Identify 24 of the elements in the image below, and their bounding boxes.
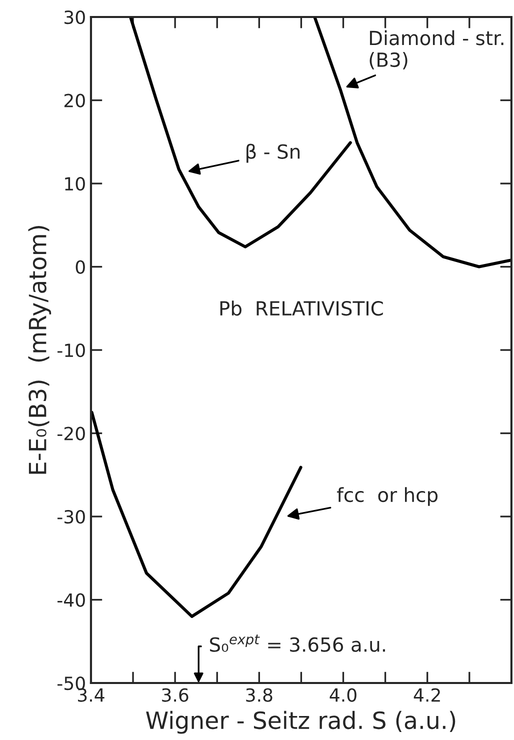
x-axis-title: Wigner - Seitz rad. S (a.u.) — [146, 710, 456, 734]
y-tick-label: -10 — [58, 343, 85, 358]
y-tick-label: 20 — [64, 94, 85, 108]
x-tick-label: 3.8 — [246, 688, 272, 702]
y-tick-label: 10 — [65, 176, 85, 191]
line-series — [313, 17, 512, 268]
annotation: S₀$^{expt}$ = 3.656 a.u. — [210, 634, 385, 652]
line-series — [90, 410, 302, 618]
y-tick-label: -20 — [58, 426, 85, 440]
annotation: fcc or hcp — [337, 487, 438, 506]
annotation: Diamond - str. (B3) — [370, 30, 504, 70]
line-series — [128, 17, 352, 248]
y-tick-label: -50 — [58, 676, 85, 690]
annotation: β - Sn — [246, 144, 300, 163]
x-tick-label: 4.0 — [330, 688, 356, 702]
y-tick-label: 0 — [76, 260, 85, 274]
y-tick-label: -30 — [58, 510, 85, 524]
x-tick-label: 3.6 — [162, 688, 188, 702]
annotation: Pb RELATIVISTIC — [220, 300, 383, 316]
x-tick-label: 3.4 — [78, 688, 104, 702]
x-tick-label: 4.2 — [414, 688, 440, 702]
y-tick-label: 30 — [64, 10, 85, 24]
y-tick-label: -40 — [58, 593, 85, 607]
y-axis-title: E-E₀(B3) (mRy/atom) — [28, 226, 52, 474]
